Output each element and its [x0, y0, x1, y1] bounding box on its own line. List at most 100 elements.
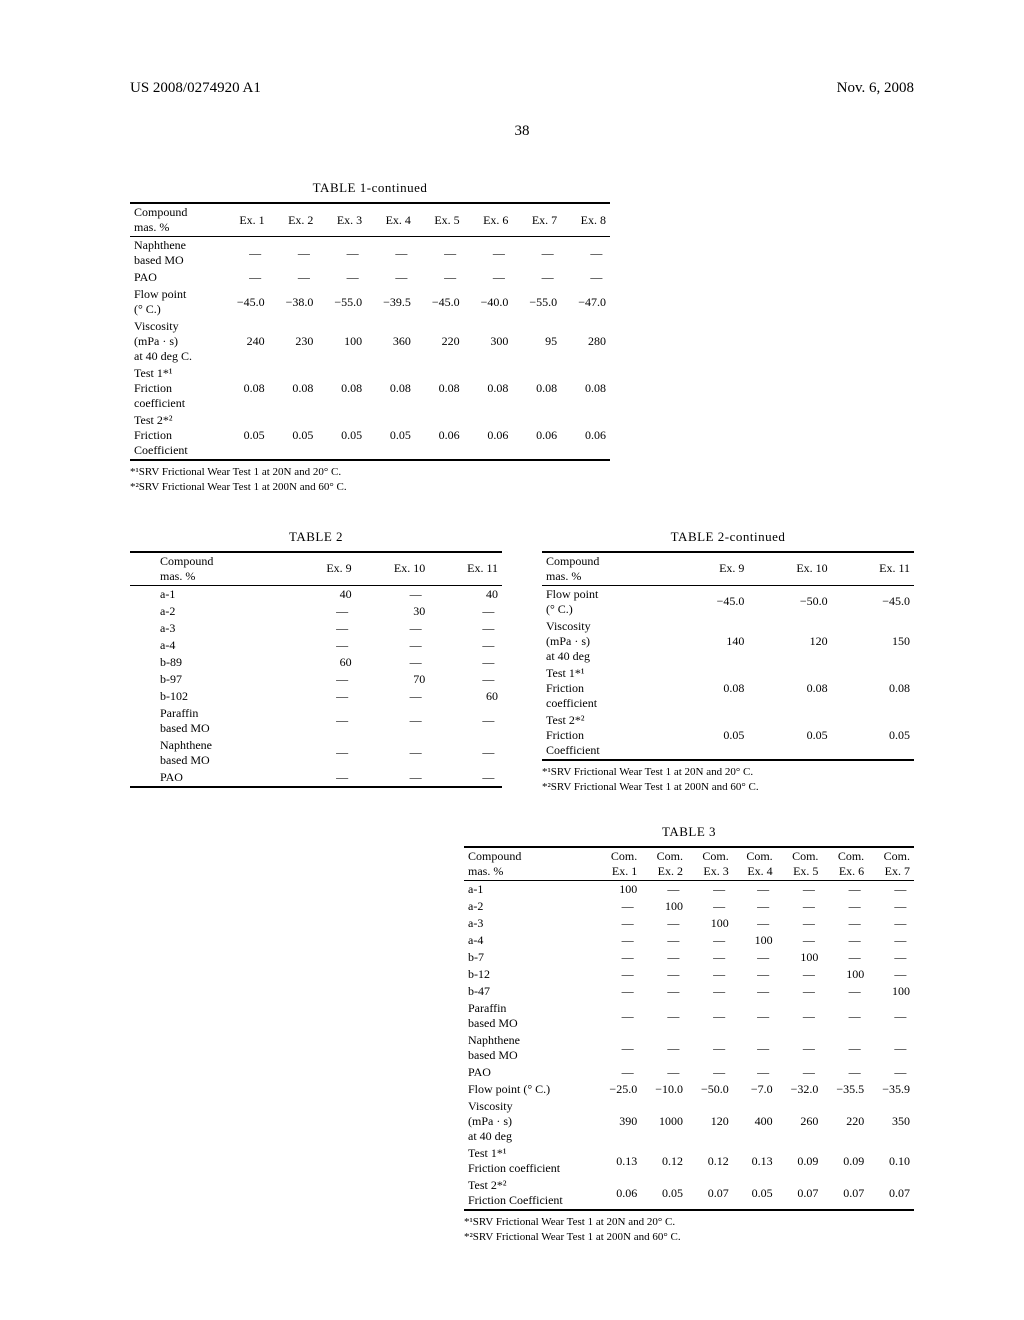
col-header: Ex. 1	[220, 203, 269, 237]
cell: −35.9	[868, 1081, 914, 1098]
cell: —	[293, 688, 355, 705]
cell: —	[595, 932, 641, 949]
cell: —	[595, 898, 641, 915]
row-label: Viscosity(mPa · s)at 40 deg	[464, 1098, 595, 1145]
cell: —	[595, 1064, 641, 1081]
table2-left-col: TABLE 2 Compoundmas. %Ex. 9Ex. 10Ex. 11a…	[130, 529, 502, 795]
cell: —	[641, 949, 687, 966]
cell: 0.05	[832, 712, 914, 760]
cell: 400	[733, 1098, 777, 1145]
cell: —	[641, 1032, 687, 1064]
cell: —	[641, 966, 687, 983]
cell: 0.13	[733, 1145, 777, 1177]
cell: —	[293, 705, 355, 737]
cell: —	[356, 705, 430, 737]
row-label: Test 2*²FrictionCoefficient	[130, 412, 220, 460]
col-header: Com.Ex. 7	[868, 847, 914, 881]
cell: —	[595, 983, 641, 1000]
cell: 100	[868, 983, 914, 1000]
cell: —	[356, 654, 430, 671]
cell: —	[366, 237, 415, 270]
cell: —	[429, 620, 502, 637]
cell: —	[293, 737, 355, 769]
cell: 0.06	[415, 412, 464, 460]
cell: 0.05	[220, 412, 269, 460]
cell: —	[512, 269, 561, 286]
cell: —	[464, 237, 513, 270]
cell: 0.08	[832, 665, 914, 712]
cell: —	[822, 881, 868, 899]
cell: —	[220, 269, 269, 286]
cell: 360	[366, 318, 415, 365]
cell: 0.08	[748, 665, 831, 712]
cell: 0.10	[868, 1145, 914, 1177]
cell: —	[733, 881, 777, 899]
cell: —	[868, 915, 914, 932]
cell: −45.0	[832, 585, 914, 618]
cell: —	[366, 269, 415, 286]
cell: —	[641, 881, 687, 899]
cell: —	[733, 983, 777, 1000]
cell: 0.05	[748, 712, 831, 760]
row-label: Naphthenebased MO	[130, 737, 293, 769]
cell: 0.08	[561, 365, 610, 412]
cell: 0.09	[822, 1145, 868, 1177]
cell: 0.05	[673, 712, 749, 760]
cell: —	[641, 983, 687, 1000]
col-header: Com.Ex. 5	[777, 847, 823, 881]
col-header-label: Compoundmas. %	[130, 552, 293, 586]
col-header: Ex. 5	[415, 203, 464, 237]
footnote-2: *²SRV Frictional Wear Test 1 at 200N and…	[130, 480, 610, 495]
cell: 0.05	[366, 412, 415, 460]
header: US 2008/0274920 A1 Nov. 6, 2008	[130, 80, 914, 97]
cell: 70	[356, 671, 430, 688]
table1: TABLE 1-continued Compoundmas. %Ex. 1Ex.…	[130, 180, 610, 495]
row-label: a-2	[464, 898, 595, 915]
header-right: Nov. 6, 2008	[837, 80, 914, 97]
cell: 0.12	[687, 1145, 733, 1177]
cell: —	[733, 898, 777, 915]
col-header-label: Compoundmas. %	[542, 552, 673, 586]
row-label: Naphthenebased MO	[130, 237, 220, 270]
row-label: b-12	[464, 966, 595, 983]
cell: —	[415, 269, 464, 286]
cell: −40.0	[464, 286, 513, 318]
row-label: Flow point (° C.)	[464, 1081, 595, 1098]
table3-footnotes: *¹SRV Frictional Wear Test 1 at 20N and …	[464, 1215, 914, 1245]
header-left: US 2008/0274920 A1	[130, 80, 261, 97]
row-label: b-47	[464, 983, 595, 1000]
cell: 390	[595, 1098, 641, 1145]
page-number: 38	[130, 123, 914, 140]
cell: −45.0	[220, 286, 269, 318]
table3: TABLE 3 Compoundmas. %Com.Ex. 1Com.Ex. 2…	[464, 824, 914, 1245]
col-header: Com.Ex. 4	[733, 847, 777, 881]
cell: —	[687, 949, 733, 966]
cell: −50.0	[687, 1081, 733, 1098]
row-label: Test 1*¹Frictioncoefficient	[130, 365, 220, 412]
footnote-1: *¹SRV Frictional Wear Test 1 at 20N and …	[130, 465, 610, 480]
cell: 0.05	[641, 1177, 687, 1210]
cell: −35.5	[822, 1081, 868, 1098]
cell: —	[733, 1064, 777, 1081]
cell: —	[733, 1000, 777, 1032]
cell: —	[687, 898, 733, 915]
cell: —	[429, 705, 502, 737]
cell: 100	[822, 966, 868, 983]
row-label: a-4	[464, 932, 595, 949]
row-label: a-1	[130, 585, 293, 603]
col-header: Ex. 9	[673, 552, 749, 586]
cell: 60	[429, 688, 502, 705]
cell: —	[317, 237, 366, 270]
row-label: b-102	[130, 688, 293, 705]
cell: 230	[269, 318, 318, 365]
cell: —	[687, 1032, 733, 1064]
cell: —	[429, 603, 502, 620]
cell: —	[293, 620, 355, 637]
cell: —	[512, 237, 561, 270]
footnote-1: *¹SRV Frictional Wear Test 1 at 20N and …	[464, 1215, 914, 1230]
cell: 0.09	[777, 1145, 823, 1177]
cell: 0.08	[512, 365, 561, 412]
cell: —	[777, 915, 823, 932]
cell: —	[868, 1064, 914, 1081]
cell: —	[561, 237, 610, 270]
